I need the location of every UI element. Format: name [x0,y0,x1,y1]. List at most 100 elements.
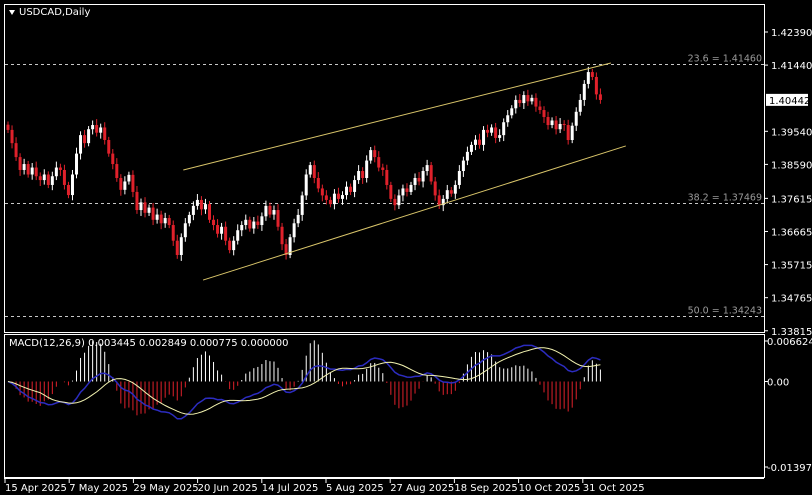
candle-bear [228,240,232,251]
candle-bear [328,199,332,205]
candle-bear [284,244,288,255]
candle-bull [425,165,429,172]
candle-bull [191,205,195,215]
candle-bear [34,167,38,177]
candle-bull [409,184,413,192]
candle-bull [163,218,167,224]
price-axis: 1.42390 1.41440 1.39540 1.38590 1.37615 1.366… [764,28,812,338]
candle-bear [135,191,139,211]
candle-bear [26,164,30,175]
candle-bear [62,169,66,185]
channel-line[interactable] [202,145,626,281]
candle-bear [131,174,135,192]
candle-bear [594,76,598,95]
candle-bull [42,174,46,181]
price-tick-label: 1.33815 [771,327,812,338]
candle-bull [421,171,425,182]
candle-bull [498,135,502,138]
date-tick-label: 15 Apr 2025 [5,483,67,494]
candle-bull [155,214,159,220]
candle-bull [288,237,292,255]
candle-bull [586,72,590,84]
candle-bear [151,207,155,220]
candle-bear [429,165,433,182]
price-tick-label: 1.39540 [771,127,812,138]
collapse-triangle-icon[interactable] [9,10,15,15]
candle-bear [280,226,284,245]
fibonacci-levels: 23.6 = 1.41460 38.2 = 1.37469 50.0 = 1.342… [5,54,764,317]
candle-bear [107,140,111,154]
macd-tick-label: -0.013979 [767,463,812,474]
candle-bear [212,219,216,226]
candle-bear [58,167,62,170]
candle-bull [240,225,244,231]
macd-tick-label: 0.006624 [767,337,812,348]
candle-bull [413,177,417,185]
candle-bull [345,186,349,196]
candle-bear [590,72,594,77]
candle-bull [522,95,526,104]
candle-bear [554,120,558,130]
fib-label: 23.6 = 1.41460 [688,54,762,65]
candle-bear [437,195,441,206]
fib-label: 38.2 = 1.37469 [688,193,762,204]
candle-bull [179,237,183,255]
candle-bear [268,205,272,215]
candle-bull [457,171,461,185]
candle-bear [377,157,381,168]
date-tick-label: 5 Aug 2025 [326,483,384,494]
candle-bear [276,210,280,227]
candle-bear [159,214,163,224]
candle-bull [401,188,405,196]
candle-bear [167,218,171,226]
date-tick-label: 18 Sep 2025 [454,483,517,494]
macd-main-line [7,344,601,420]
candle-bear [494,127,498,138]
candle-bear [566,125,570,141]
macd-label: MACD(12,26,9) 0.003445 0.002849 0.000775… [9,338,289,349]
channel-line[interactable] [183,62,612,171]
candle-bear [199,199,203,210]
candle-bull [50,176,54,185]
price-tick-label: 1.36665 [771,227,812,238]
candle-bear [208,204,211,220]
price-tick-label: 1.38590 [771,160,812,171]
candle-bear [534,97,538,107]
price-tick-label: 1.37615 [771,194,812,205]
price-channel[interactable] [183,62,626,281]
candle-bull [308,165,312,175]
candle-bear [389,184,393,199]
candle-bull [123,181,127,190]
candle-bull [558,123,562,130]
candles [6,66,602,261]
candle-bear [598,94,602,100]
candle-bull [353,180,357,192]
candle-bear [385,169,389,185]
candle-bull [510,108,514,116]
macd-signal-line [7,347,601,415]
macd-panel-frame [4,334,765,478]
date-tick-label: 7 May 2025 [69,483,128,494]
candle-bear [320,188,324,196]
candle-bull [465,151,469,161]
candle-bull [232,240,236,251]
candle-bear [171,225,175,241]
candle-bear [175,240,179,255]
candle-bear [256,221,260,226]
candle-bear [248,219,252,229]
candle-bear [417,177,421,182]
date-tick-label: 29 May 2025 [133,483,198,494]
candle-bull [530,97,534,102]
candle-bear [103,127,107,141]
candle-bear [83,135,87,144]
candle-bear [486,129,490,133]
candle-bull [203,204,207,210]
candle-bull [244,219,248,226]
candle-bull [473,139,477,145]
candle-bear [115,164,119,178]
candle-bear [38,176,42,181]
candle-bull [304,174,308,196]
price-tick-label: 1.41440 [771,61,812,72]
candle-bull [22,164,26,170]
